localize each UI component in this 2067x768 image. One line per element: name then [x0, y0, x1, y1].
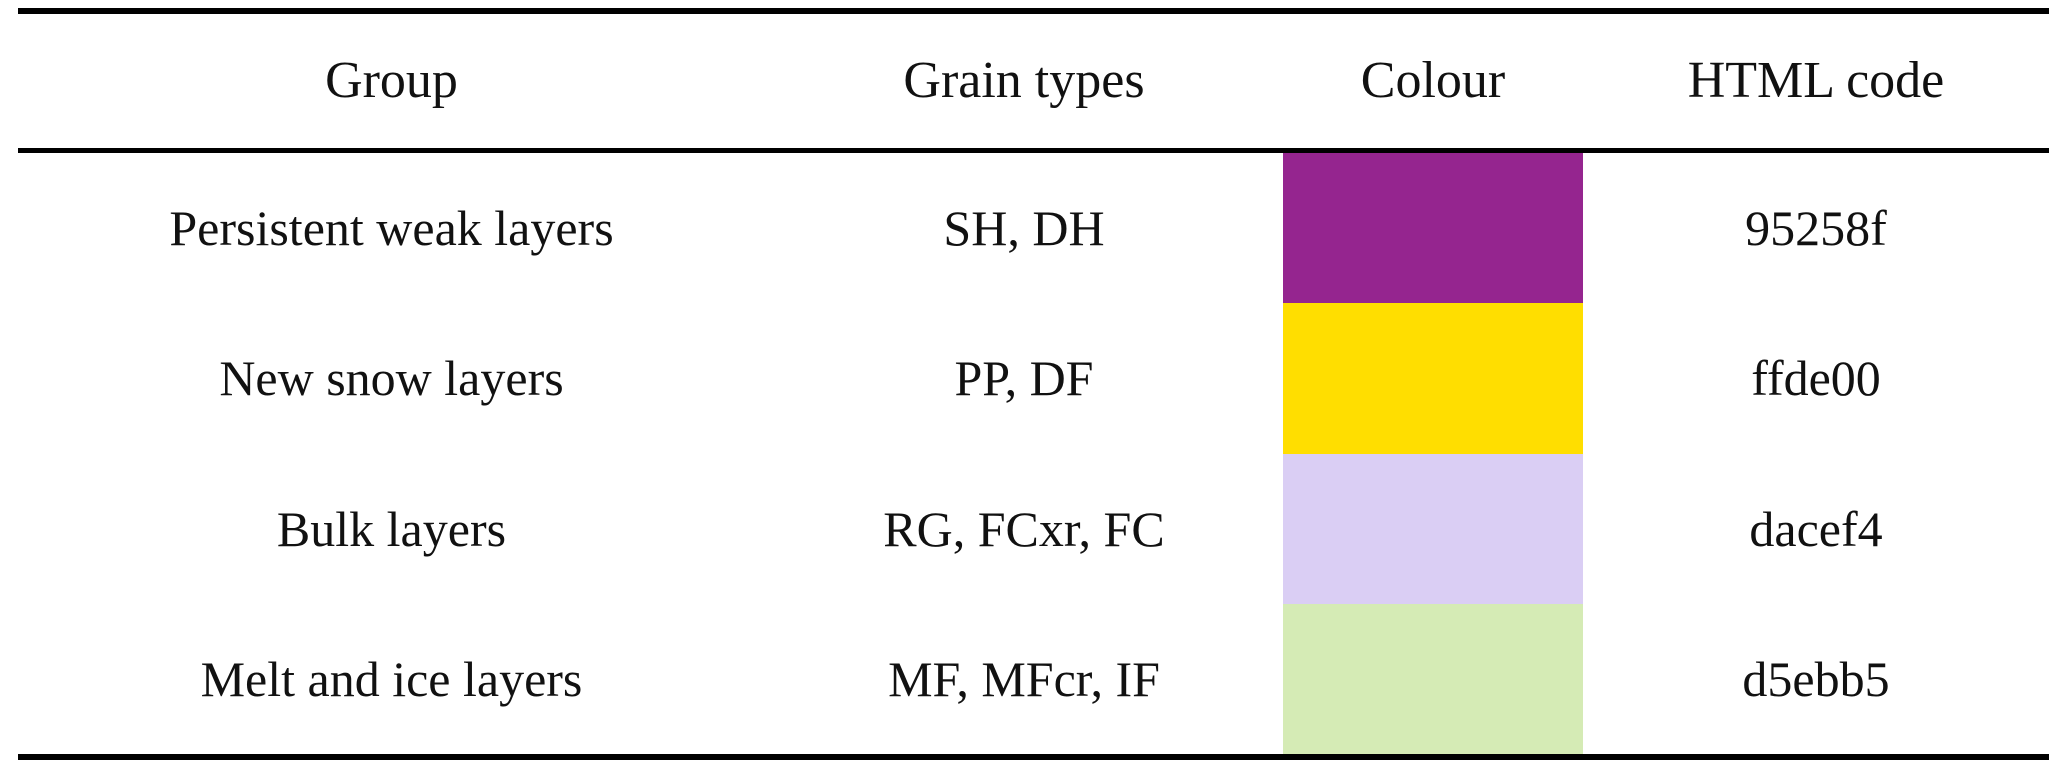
table-row: Bulk layers RG, FCxr, FC dacef4 [18, 453, 2049, 604]
col-header-html-code: HTML code [1687, 52, 1945, 109]
html-code-cell: ffde00 [1751, 350, 1881, 407]
group-cell: Persistent weak layers [169, 200, 614, 257]
table-row: New snow layers PP, DF ffde00 [18, 303, 2049, 454]
html-code-cell: dacef4 [1749, 500, 1883, 557]
color-swatch [1283, 603, 1583, 754]
grain-types-cell: MF, MFcr, IF [888, 650, 1160, 707]
colour-cell [1283, 603, 1583, 754]
table-header-row: Group Grain types Colour HTML code [18, 14, 2049, 148]
color-swatch [1283, 453, 1583, 604]
table-body: Persistent weak layers SH, DH 95258f New… [18, 153, 2049, 754]
top-rule [18, 8, 2049, 14]
html-code-cell: d5ebb5 [1742, 650, 1890, 707]
colour-cell [1283, 303, 1583, 454]
group-cell: Melt and ice layers [200, 650, 583, 707]
html-code-cell: 95258f [1745, 200, 1887, 257]
table-row: Persistent weak layers SH, DH 95258f [18, 153, 2049, 304]
group-cell: New snow layers [219, 350, 564, 407]
group-cell: Bulk layers [276, 500, 507, 557]
color-swatch [1283, 303, 1583, 454]
bottom-rule [18, 754, 2049, 760]
grain-types-cell: PP, DF [954, 350, 1094, 407]
color-swatch [1283, 153, 1583, 304]
col-header-grain-types: Grain types [903, 52, 1145, 109]
header-rule [18, 148, 2049, 153]
grain-types-cell: SH, DH [943, 200, 1105, 257]
table-row: Melt and ice layers MF, MFcr, IF d5ebb5 [18, 603, 2049, 754]
col-header-group: Group [325, 52, 458, 109]
col-header-colour: Colour [1360, 52, 1506, 109]
grain-types-cell: RG, FCxr, FC [883, 500, 1165, 557]
colour-cell [1283, 453, 1583, 604]
colour-cell [1283, 153, 1583, 304]
